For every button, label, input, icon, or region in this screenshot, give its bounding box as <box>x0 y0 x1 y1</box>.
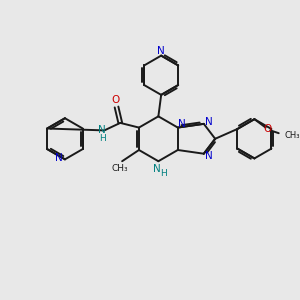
Text: N: N <box>56 153 63 164</box>
Text: CH₃: CH₃ <box>284 130 300 140</box>
Text: N: N <box>205 117 212 127</box>
Text: N: N <box>98 125 105 135</box>
Text: N: N <box>153 164 160 174</box>
Text: O: O <box>112 94 120 104</box>
Text: H: H <box>99 134 106 143</box>
Text: N: N <box>178 119 185 129</box>
Text: CH₃: CH₃ <box>112 164 129 173</box>
Text: O: O <box>263 124 272 134</box>
Text: H: H <box>160 169 167 178</box>
Text: N: N <box>157 46 165 56</box>
Text: N: N <box>205 151 212 160</box>
